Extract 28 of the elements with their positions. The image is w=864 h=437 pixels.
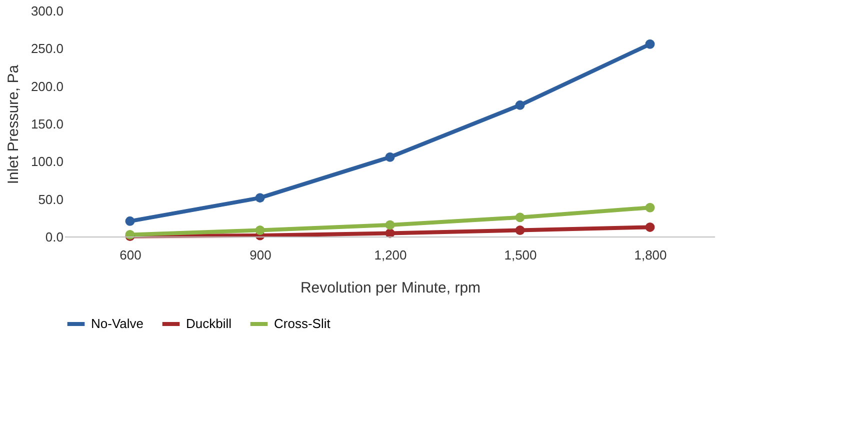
point <box>515 212 525 222</box>
point <box>515 225 525 235</box>
y-tick-label: 200.0 <box>30 78 64 94</box>
x-axis-title: Revolution per Minute, rpm <box>300 280 481 296</box>
point <box>255 225 265 235</box>
x-tick-label: 900 <box>250 248 272 262</box>
point <box>645 222 655 232</box>
point <box>645 202 655 212</box>
x-tick-label: 600 <box>120 248 142 262</box>
point <box>385 220 395 230</box>
x-tick-label: 1,500 <box>504 248 537 262</box>
point <box>255 193 265 203</box>
legend-label: Cross-Slit <box>274 316 331 331</box>
y-tick-label: 0.0 <box>45 230 64 244</box>
y-tick-label: 150.0 <box>30 116 64 132</box>
point <box>515 100 525 110</box>
x-tick-label: 1,800 <box>634 248 667 262</box>
y-tick-label: 100.0 <box>30 154 64 170</box>
y-tick-label: 300.0 <box>30 4 64 18</box>
point <box>385 152 395 162</box>
y-axis-title: Inlet Pressure, Pa <box>4 64 22 184</box>
y-tick-label: 250.0 <box>30 41 64 56</box>
legend-label: No-Valve <box>91 316 144 331</box>
legend-label: Duckbill <box>186 316 232 331</box>
x-tick-label: 1,200 <box>374 248 407 262</box>
point <box>645 39 655 49</box>
y-tick-label: 50.0 <box>38 192 64 207</box>
point <box>125 216 135 226</box>
